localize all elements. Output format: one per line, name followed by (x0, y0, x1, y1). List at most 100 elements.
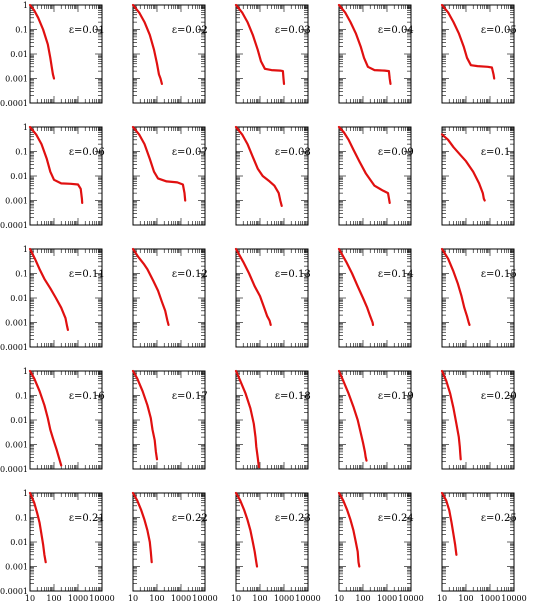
axis-ticks (235, 493, 308, 592)
panel-24: 10 100 1000 10000 ε=0.24 (334, 491, 424, 603)
axis-ticks (29, 249, 102, 348)
series-line (28, 3, 56, 80)
series-line (440, 369, 462, 461)
x-tick-label: 10 (437, 594, 447, 603)
panel-label: ε=0.17 (172, 391, 208, 402)
axis-ticks (338, 127, 411, 226)
x-tick-label: 1000 (377, 594, 397, 603)
y-tick-label: 0.1 (15, 270, 28, 279)
panel-frame (29, 492, 103, 592)
x-tick-label: 1000 (480, 594, 500, 603)
axis-ticks (338, 493, 411, 592)
series-line (337, 247, 375, 326)
panel-label: ε=0.03 (275, 25, 311, 36)
axis-ticks (235, 249, 308, 348)
axis-ticks (29, 5, 102, 104)
y-tick-label: 1 (23, 123, 28, 132)
axis-ticks (29, 371, 102, 470)
panel-4: ε=0.04 (337, 3, 414, 104)
panel-frame (338, 370, 412, 470)
y-tick-label: 0.01 (10, 294, 28, 303)
series-line (28, 125, 84, 204)
series-line (337, 491, 361, 568)
panel-label: ε=0.11 (69, 269, 105, 280)
panel-label: ε=0.18 (275, 391, 311, 402)
x-tick-label: 100 (458, 594, 473, 603)
y-tick-label: 0.01 (10, 538, 28, 547)
panel-label: ε=0.24 (378, 513, 414, 524)
y-tick-label: 0.0001 (0, 465, 28, 474)
series-line (337, 3, 392, 85)
y-tick-label: 1 (23, 1, 28, 10)
panel-frame (235, 492, 309, 592)
panel-label: ε=0.06 (69, 147, 105, 158)
y-tick-label: 0.0001 (0, 99, 28, 108)
series-line (440, 133, 486, 202)
panel-11: 1 0.1 0.01 0.001 0.0001 ε=0.11 (0, 245, 105, 352)
x-tick-label: 100 (149, 594, 164, 603)
series-line (28, 369, 63, 467)
x-tick-label: 100 (46, 594, 61, 603)
panel-label: ε=0.25 (481, 513, 517, 524)
panel-9: ε=0.09 (337, 125, 414, 226)
panel-label: ε=0.22 (172, 513, 208, 524)
panel-10: ε=0.1 (440, 126, 515, 226)
x-tick-label: 10000 (295, 594, 320, 603)
panel-frame (29, 248, 103, 348)
series-line (131, 125, 187, 202)
panel-frame (338, 248, 412, 348)
panel-label: ε=0.15 (481, 269, 517, 280)
y-tick-label: 0.001 (5, 441, 28, 450)
panel-label: ε=0.13 (275, 269, 311, 280)
panel-label: ε=0.02 (172, 25, 208, 36)
panel-6: 1 0.1 0.01 0.001 0.0001 ε=0.06 (0, 123, 105, 230)
y-tick-label: 1 (23, 245, 28, 254)
axis-ticks (29, 127, 102, 226)
panel-label: ε=0.23 (275, 513, 311, 524)
series-line (440, 491, 458, 556)
y-tick-label: 0.001 (5, 197, 28, 206)
panel-frame (441, 492, 515, 592)
series-line (28, 491, 47, 564)
axis-ticks (338, 371, 411, 470)
panel-label: ε=0.21 (69, 513, 105, 524)
series-line (234, 125, 283, 207)
y-tick-label: 0.0001 (0, 587, 28, 596)
y-tick-label: 0.001 (5, 75, 28, 84)
x-tick-label: 1000 (68, 594, 88, 603)
panel-20: ε=0.20 (440, 369, 517, 470)
x-tick-label: 10000 (89, 594, 114, 603)
axis-ticks (441, 493, 514, 592)
axis-ticks (132, 371, 205, 470)
axis-ticks (441, 371, 514, 470)
panel-17: ε=0.17 (131, 369, 208, 470)
x-tick-label: 10 (25, 594, 35, 603)
panel-label: ε=0.07 (172, 147, 208, 158)
panel-label: ε=0.1 (481, 147, 510, 158)
panel-18: ε=0.18 (234, 369, 311, 470)
series-line (28, 247, 69, 331)
series-line (131, 369, 159, 461)
panel-13: ε=0.13 (234, 247, 311, 348)
panel-label: ε=0.09 (378, 147, 414, 158)
series-line (131, 247, 170, 326)
panel-label: ε=0.01 (69, 25, 105, 36)
axis-ticks (29, 493, 102, 592)
axis-ticks (338, 249, 411, 348)
panel-15: ε=0.15 (440, 247, 517, 348)
x-tick-label: 100 (355, 594, 370, 603)
series-line (440, 3, 496, 80)
x-tick-label: 10000 (501, 594, 526, 603)
series-line (440, 247, 471, 326)
axis-ticks (235, 127, 308, 226)
panel-frame (441, 248, 515, 348)
x-tick-label: 10 (334, 594, 344, 603)
x-tick-label: 10000 (192, 594, 217, 603)
panel-23: 10 100 1000 10000 ε=0.23 (231, 491, 321, 603)
panel-3: ε=0.03 (234, 3, 311, 104)
panel-2: ε=0.02 (131, 3, 208, 104)
series-line (234, 369, 260, 469)
panel-7: ε=0.07 (131, 125, 208, 226)
x-tick-label: 10 (231, 594, 241, 603)
axis-ticks (441, 127, 514, 226)
